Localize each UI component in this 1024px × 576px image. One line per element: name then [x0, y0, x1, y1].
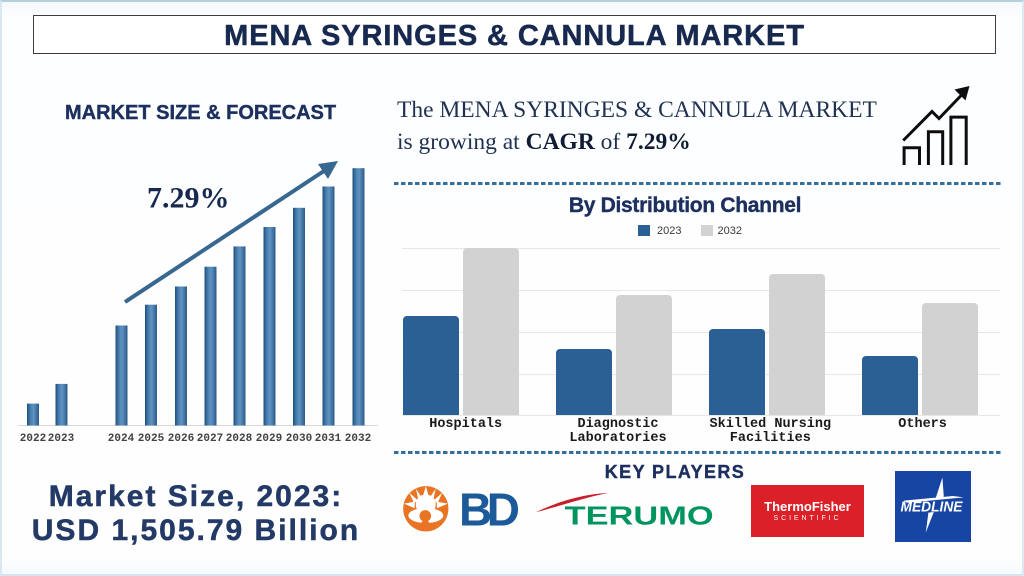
svg-text:TERUMO: TERUMO — [565, 500, 714, 530]
svg-text:7.29%: 7.29% — [147, 182, 230, 215]
svg-text:BD: BD — [459, 484, 520, 535]
svg-text:MEDLINE: MEDLINE — [901, 499, 964, 516]
